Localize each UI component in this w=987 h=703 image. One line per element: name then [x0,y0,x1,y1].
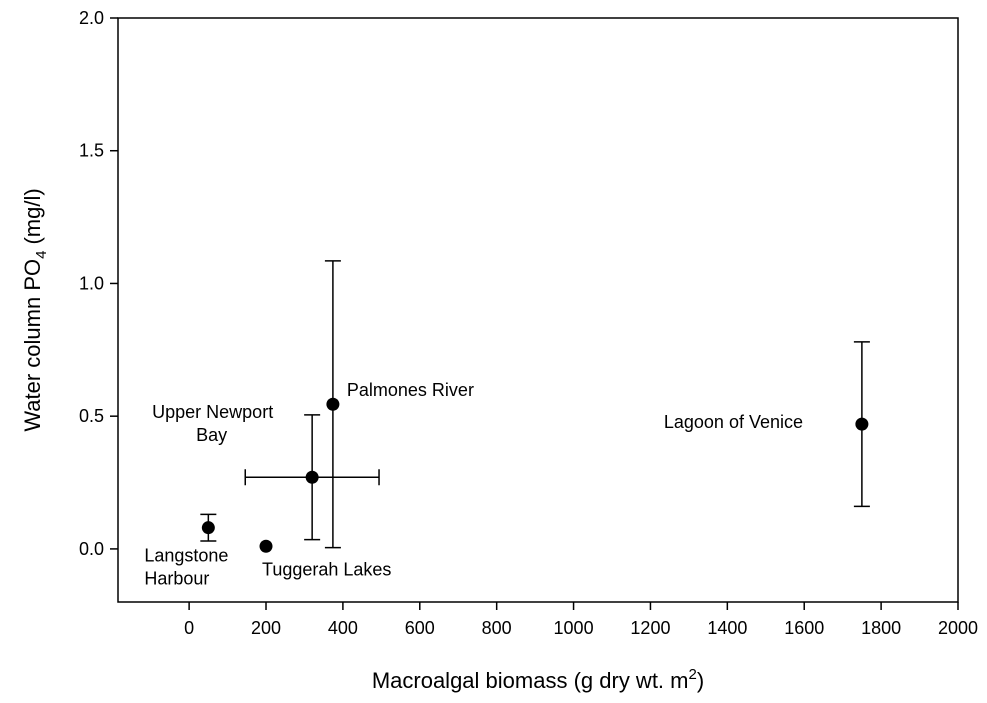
y-axis-label-text: Water column PO [20,259,45,432]
x-tick-label: 400 [328,618,358,638]
point-label: Harbour [144,569,209,589]
y-axis-label-end: (mg/l) [20,188,45,244]
y-axis-label: Water column PO4 (mg/l) [20,188,50,431]
x-tick-label: 2000 [938,618,978,638]
plot-frame [117,17,959,603]
x-tick-label: 0 [184,618,194,638]
point-label: Palmones River [347,380,474,400]
point-label: Tuggerah Lakes [262,559,391,579]
x-tick-label: 600 [405,618,435,638]
x-axis-label: Macroalgal biomass (g dry wt. m2) [372,666,704,693]
y-tick-label: 2.0 [79,8,104,28]
x-tick-label: 1600 [784,618,824,638]
x-tick-label: 1400 [707,618,747,638]
point-label: Upper Newport [152,402,273,422]
point [305,470,319,484]
point [201,521,215,535]
x-tick-label: 1200 [630,618,670,638]
point-label: Lagoon of Venice [664,412,803,432]
point-label: Bay [196,425,227,445]
x-tick-label: 200 [251,618,281,638]
y-tick-label: 1.0 [79,273,104,293]
point-label: Langstone [144,546,228,566]
point [855,417,869,431]
point [326,397,340,411]
y-tick-label: 1.5 [79,141,104,161]
y-axis-label-sub: 4 [33,251,50,259]
x-axis-label-text: Macroalgal biomass (g dry wt. m [372,668,689,693]
point [259,539,273,553]
y-tick-label: 0.0 [79,539,104,559]
x-axis-label-sup: 2 [688,666,696,683]
x-axis-label-end: ) [697,668,704,693]
x-tick-label: 1000 [554,618,594,638]
x-tick-label: 1800 [861,618,901,638]
x-tick-label: 800 [482,618,512,638]
y-tick-label: 0.5 [79,406,104,426]
